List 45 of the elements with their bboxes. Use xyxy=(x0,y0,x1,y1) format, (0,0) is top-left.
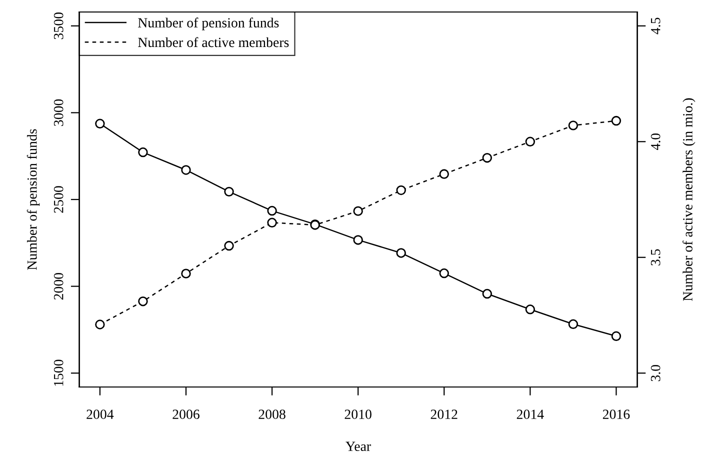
y-tick-label: 3000 xyxy=(54,99,64,126)
x-tick-label: 2010 xyxy=(344,410,372,419)
point xyxy=(482,288,492,299)
point xyxy=(181,268,191,278)
y-tick-label: 2500 xyxy=(54,186,64,213)
point xyxy=(439,169,449,179)
point xyxy=(267,218,277,228)
point xyxy=(181,165,191,175)
x-tick-label: 2014 xyxy=(516,410,544,419)
y2-tick-label: 3.0 xyxy=(650,364,660,382)
point xyxy=(396,185,406,196)
point xyxy=(353,235,363,245)
point xyxy=(224,186,234,197)
point xyxy=(224,240,234,251)
point xyxy=(138,296,148,306)
point xyxy=(482,152,492,163)
y2-axis-title: Number of active members (in mio.) xyxy=(682,98,696,301)
x-axis-title: Year xyxy=(346,442,371,452)
point xyxy=(138,147,148,158)
x-tick-label: 2004 xyxy=(86,410,114,419)
x-tick-label: 2016 xyxy=(602,410,630,419)
y2-tick-label: 3.5 xyxy=(650,249,660,266)
y-tick-label: 3500 xyxy=(54,12,64,40)
point xyxy=(396,248,406,258)
y-tick-label: 2000 xyxy=(54,272,64,300)
point xyxy=(568,319,578,330)
point xyxy=(95,320,105,330)
point xyxy=(568,120,578,130)
y-tick-label: 1500 xyxy=(54,360,64,386)
point xyxy=(95,118,105,128)
x-tick-label: 2012 xyxy=(430,410,458,419)
point xyxy=(353,206,363,216)
legend-label: Number of pension funds xyxy=(138,18,279,30)
y-axis-title: Number of pension funds xyxy=(26,129,40,270)
point xyxy=(611,116,622,126)
point xyxy=(525,136,536,146)
point xyxy=(525,304,536,314)
point xyxy=(439,268,449,278)
point xyxy=(611,331,622,341)
x-tick-label: 2006 xyxy=(172,410,200,419)
y2-tick-label: 4.0 xyxy=(650,133,660,150)
legend-label: Number of active members xyxy=(138,37,289,48)
point xyxy=(267,206,277,216)
y2-tick-label: 4.5 xyxy=(650,18,660,34)
x-tick-label: 2008 xyxy=(258,410,286,419)
